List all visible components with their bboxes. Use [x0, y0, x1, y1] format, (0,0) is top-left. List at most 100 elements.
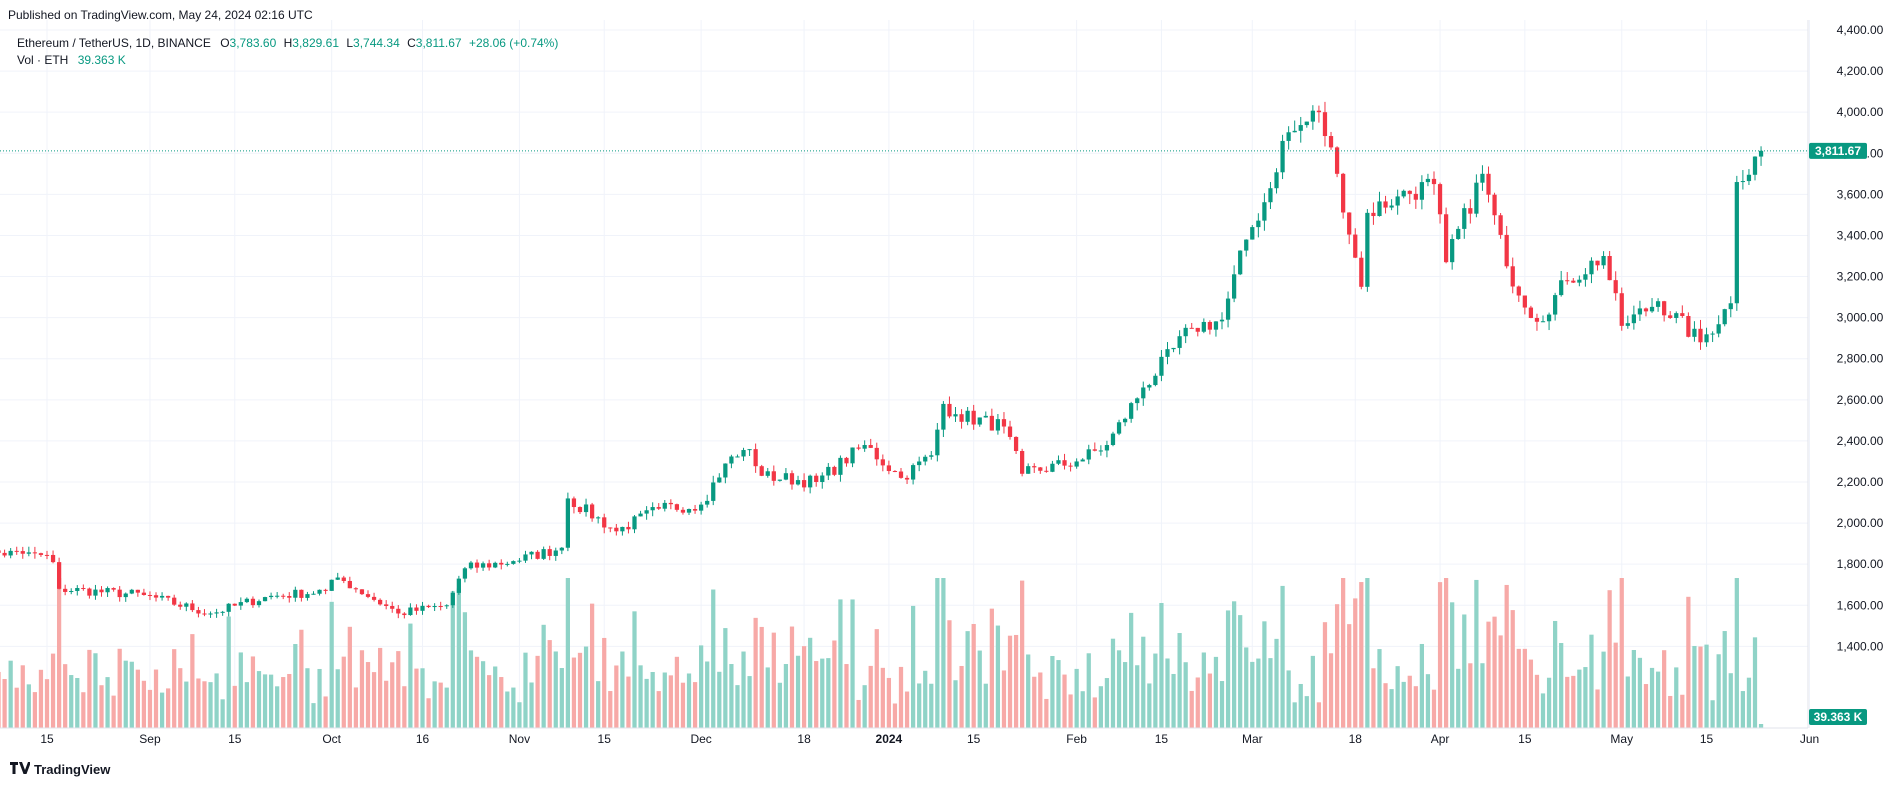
- volume-bar: [965, 631, 970, 728]
- volume-bar: [468, 650, 474, 728]
- volume-bar: [1268, 658, 1273, 728]
- candle-body: [456, 578, 461, 593]
- volume-bar: [384, 680, 389, 728]
- volume-bars: [0, 578, 1764, 728]
- candle-body: [396, 608, 401, 614]
- candle-body: [808, 475, 813, 488]
- volume-bar: [287, 673, 292, 728]
- volume-bar: [1492, 616, 1497, 728]
- volume-bar: [1141, 636, 1146, 728]
- volume-bar: [1571, 675, 1576, 728]
- candle-body: [668, 502, 673, 505]
- candle-body: [353, 588, 359, 590]
- volume-bar: [596, 681, 601, 728]
- candle-body: [1431, 178, 1437, 185]
- candle-body: [1304, 121, 1309, 126]
- volume-bar: [141, 680, 147, 728]
- volume-bar: [711, 589, 716, 728]
- volume-bar: [820, 658, 825, 728]
- candle-body: [487, 563, 492, 568]
- price-tick-label: 1,600.00: [1837, 598, 1883, 612]
- volume-bar: [1026, 654, 1031, 728]
- candle-body: [1486, 173, 1491, 195]
- candle-body: [814, 475, 819, 482]
- volume-bar: [1062, 674, 1067, 728]
- candle-body: [63, 588, 68, 592]
- candle-body: [1643, 308, 1649, 312]
- time-tick-label: May: [1610, 732, 1633, 746]
- candle-body: [1528, 307, 1534, 318]
- candle-body: [1341, 173, 1346, 213]
- volume-bar: [1232, 601, 1237, 728]
- candle-body: [1365, 212, 1370, 287]
- volume-bar: [1740, 691, 1746, 728]
- candle-body: [226, 603, 231, 612]
- volume-bar: [1716, 654, 1721, 728]
- time-tick-label: 15: [1155, 732, 1169, 746]
- candle-body: [153, 595, 159, 598]
- candle-body: [420, 605, 425, 611]
- volume-bar: [898, 666, 904, 728]
- candle-body: [771, 471, 776, 481]
- last-volume-badge-bg: [1809, 709, 1867, 725]
- candle-body: [1401, 190, 1406, 197]
- volume-bar: [1104, 678, 1110, 728]
- candle-body: [1110, 433, 1116, 446]
- candle-body: [1104, 445, 1110, 451]
- volume-bar: [462, 612, 468, 728]
- volume-bar: [917, 683, 922, 728]
- tradingview-footer[interactable]: TradingView: [10, 762, 110, 777]
- volume-bar: [783, 664, 789, 728]
- candle-body: [450, 592, 455, 606]
- volume-bar: [135, 669, 140, 728]
- volume-bar: [801, 646, 807, 728]
- candle-body: [783, 473, 789, 480]
- candle-body: [1589, 260, 1594, 275]
- candle-body: [1001, 419, 1007, 427]
- candle-body: [1032, 466, 1037, 468]
- volume-bar: [1122, 662, 1128, 728]
- candle-body: [801, 480, 807, 488]
- volume-bar: [256, 671, 262, 728]
- volume-bar: [886, 677, 892, 728]
- volume-row: Vol · ETH 39.363 K: [17, 52, 558, 69]
- candle-body: [1698, 328, 1703, 343]
- candle-body: [1377, 201, 1382, 217]
- candle-body: [1147, 385, 1152, 388]
- candle-body: [1129, 403, 1134, 419]
- candle-body: [1413, 193, 1418, 200]
- candle-body: [438, 606, 443, 608]
- candle-body: [565, 498, 570, 548]
- volume-bar: [1389, 689, 1394, 728]
- volume-bar: [880, 667, 885, 728]
- volume-bar: [426, 698, 431, 728]
- candle-body: [1141, 387, 1146, 399]
- candle-body: [832, 466, 837, 475]
- candle-body: [1419, 182, 1424, 200]
- volume-bar: [1092, 697, 1097, 728]
- volume-bar: [1068, 694, 1073, 728]
- volume-bar: [1589, 634, 1594, 728]
- volume-bar: [632, 611, 637, 728]
- volume-bar: [1613, 642, 1618, 728]
- candle-body: [147, 595, 153, 596]
- volume-bar: [1655, 671, 1661, 728]
- candle-body: [838, 457, 843, 475]
- candle-body: [1080, 459, 1085, 462]
- candle-body: [1637, 308, 1643, 315]
- volume-bar: [111, 695, 116, 728]
- candle-body: [1074, 461, 1079, 467]
- volume-bar: [1316, 702, 1322, 728]
- volume-bar: [1050, 656, 1055, 728]
- candle-body: [1244, 239, 1249, 251]
- candle-body: [747, 449, 752, 451]
- candle-body: [650, 507, 655, 511]
- candle-body: [390, 605, 395, 609]
- volume-bar: [14, 687, 19, 728]
- volume-bar: [396, 651, 401, 728]
- candle-body: [929, 455, 934, 457]
- volume-bar: [456, 588, 461, 728]
- volume-bar: [444, 687, 449, 728]
- volume-bar: [1704, 644, 1709, 728]
